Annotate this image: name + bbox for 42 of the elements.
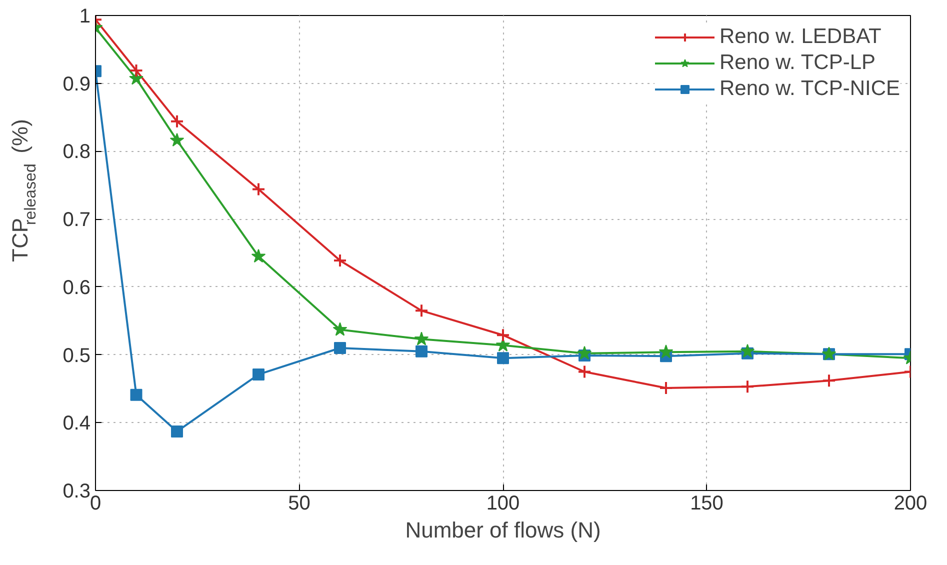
point — [497, 352, 509, 364]
point — [414, 304, 428, 318]
point — [130, 388, 142, 401]
point — [416, 345, 428, 358]
point — [658, 344, 674, 358]
point — [333, 253, 347, 268]
y-tick-label: 0.8 — [62, 141, 91, 164]
point — [578, 364, 592, 379]
point — [577, 346, 592, 360]
y-tick-label: 0.3 — [62, 480, 91, 502]
point — [252, 368, 264, 380]
legend-label: Reno w. LEDBAT — [720, 25, 882, 49]
x-tick-label: 0 — [90, 492, 102, 514]
point — [170, 132, 184, 147]
point — [170, 114, 184, 128]
x-tick-label: 200 — [894, 492, 928, 514]
point — [822, 374, 836, 388]
x-tick-label: 100 — [486, 492, 520, 514]
y-tick-label: 0.5 — [62, 344, 91, 367]
point — [129, 63, 144, 78]
x-tick-label: 50 — [288, 492, 310, 514]
y-tick-label: 1 — [79, 6, 90, 28]
point — [251, 248, 266, 263]
point — [659, 381, 673, 396]
y-tick-label: 0.6 — [62, 276, 91, 299]
point — [334, 342, 346, 354]
y-tick-label: 0.7 — [62, 209, 91, 232]
x-axis-title: Number of flows (N) — [405, 518, 601, 542]
point — [332, 322, 348, 336]
y-axis-title: TCPreleased (%) — [8, 119, 40, 262]
point — [740, 380, 754, 394]
point — [496, 338, 510, 352]
y-tick-label: 0.9 — [62, 73, 91, 96]
legend-label: Reno w. TCP-NICE — [720, 77, 900, 101]
legend-label: Reno w. TCP-LP — [720, 51, 876, 75]
point — [171, 425, 183, 438]
point — [414, 332, 429, 346]
x-tick-label: 150 — [690, 492, 724, 514]
point — [740, 344, 755, 358]
y-tick-label: 0.4 — [62, 412, 91, 435]
point — [496, 328, 510, 342]
point — [252, 182, 266, 196]
